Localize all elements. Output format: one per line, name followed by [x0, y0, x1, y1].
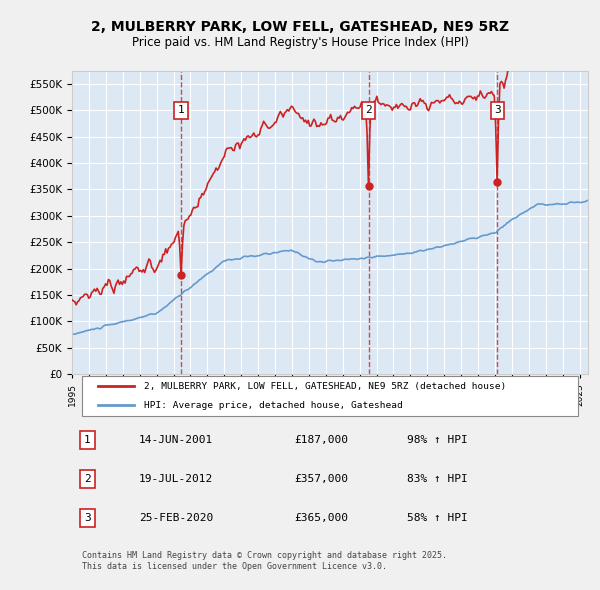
- Text: 1: 1: [84, 435, 91, 445]
- Text: 14-JUN-2001: 14-JUN-2001: [139, 435, 214, 445]
- Text: 2: 2: [365, 105, 372, 115]
- Text: 3: 3: [494, 105, 501, 115]
- Text: 2, MULBERRY PARK, LOW FELL, GATESHEAD, NE9 5RZ (detached house): 2, MULBERRY PARK, LOW FELL, GATESHEAD, N…: [144, 382, 506, 391]
- Text: £187,000: £187,000: [294, 435, 348, 445]
- Text: 3: 3: [84, 513, 91, 523]
- Text: 19-JUL-2012: 19-JUL-2012: [139, 474, 214, 484]
- Text: 1: 1: [178, 105, 184, 115]
- Text: 25-FEB-2020: 25-FEB-2020: [139, 513, 214, 523]
- Text: HPI: Average price, detached house, Gateshead: HPI: Average price, detached house, Gate…: [144, 401, 403, 409]
- Text: £357,000: £357,000: [294, 474, 348, 484]
- Text: 2: 2: [84, 474, 91, 484]
- Text: Contains HM Land Registry data © Crown copyright and database right 2025.
This d: Contains HM Land Registry data © Crown c…: [82, 551, 448, 571]
- Text: 58% ↑ HPI: 58% ↑ HPI: [407, 513, 468, 523]
- Text: 98% ↑ HPI: 98% ↑ HPI: [407, 435, 468, 445]
- FancyBboxPatch shape: [82, 376, 578, 416]
- Text: 83% ↑ HPI: 83% ↑ HPI: [407, 474, 468, 484]
- Text: Price paid vs. HM Land Registry's House Price Index (HPI): Price paid vs. HM Land Registry's House …: [131, 36, 469, 49]
- Text: 2, MULBERRY PARK, LOW FELL, GATESHEAD, NE9 5RZ: 2, MULBERRY PARK, LOW FELL, GATESHEAD, N…: [91, 19, 509, 34]
- Text: £365,000: £365,000: [294, 513, 348, 523]
